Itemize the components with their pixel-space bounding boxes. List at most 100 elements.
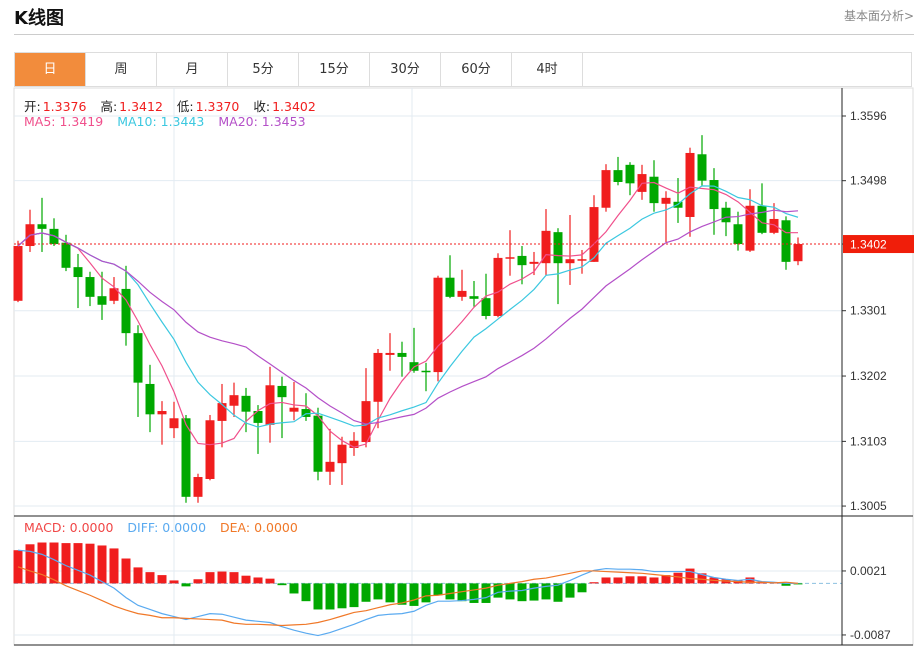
macd-value: MACD: 0.0000 bbox=[24, 520, 114, 535]
macd-bar bbox=[481, 583, 491, 603]
candle-up bbox=[661, 197, 671, 204]
candle-up bbox=[109, 288, 119, 301]
candle-down bbox=[253, 411, 263, 423]
macd-bar bbox=[181, 583, 191, 587]
candle-up bbox=[325, 461, 335, 472]
current-price-tag bbox=[843, 235, 914, 254]
open-value: 1.3376 bbox=[42, 99, 87, 114]
tab-4[interactable]: 15分 bbox=[299, 53, 370, 86]
high-label: 高: bbox=[100, 99, 118, 114]
candle-down bbox=[481, 298, 491, 316]
divider bbox=[14, 34, 914, 35]
macd-bar bbox=[217, 571, 227, 584]
macd-tick-label: 0.0021 bbox=[850, 564, 887, 578]
candle-up bbox=[493, 257, 503, 316]
candle-down bbox=[733, 224, 743, 245]
period-tabs: 日周月 5分 15分 30分 60分 4时 bbox=[14, 52, 912, 87]
candle-down bbox=[121, 288, 131, 334]
macd-bar bbox=[409, 583, 419, 606]
price-tick-label: 1.3596 bbox=[850, 109, 887, 123]
ma10-value: MA10: 1.3443 bbox=[117, 114, 205, 129]
tab-1[interactable]: 周 bbox=[86, 53, 157, 86]
macd-bar bbox=[601, 577, 611, 584]
macd-bar bbox=[697, 573, 707, 584]
ma5-value: MA5: 1.3419 bbox=[24, 114, 104, 129]
macd-bar bbox=[169, 580, 179, 584]
candle-up bbox=[565, 259, 575, 264]
candle-up bbox=[193, 477, 203, 497]
candle-down bbox=[781, 220, 791, 262]
candle-up bbox=[433, 277, 443, 373]
candle-down bbox=[181, 418, 191, 497]
tab-3[interactable]: 5分 bbox=[228, 53, 299, 86]
candle-up bbox=[529, 261, 539, 264]
ma10-line bbox=[17, 185, 799, 428]
macd-bar bbox=[325, 583, 335, 610]
macd-bar bbox=[433, 583, 443, 596]
fundamental-analysis-link[interactable]: 基本面分析> bbox=[843, 9, 914, 23]
chart-frame bbox=[13, 87, 914, 646]
macd-bar bbox=[685, 568, 695, 584]
candle-down bbox=[757, 205, 767, 233]
macd-bar bbox=[229, 572, 239, 584]
macd-bar bbox=[577, 583, 587, 593]
tab-2[interactable]: 月 bbox=[157, 53, 228, 86]
macd-bar bbox=[517, 583, 527, 602]
macd-bar bbox=[565, 583, 575, 598]
candle-up bbox=[769, 218, 779, 233]
candle-up bbox=[265, 385, 275, 425]
macd-bar bbox=[253, 577, 263, 584]
macd-bar bbox=[781, 583, 791, 586]
candle-up bbox=[169, 418, 179, 429]
candle-down bbox=[709, 180, 719, 210]
macd-bar bbox=[157, 575, 167, 584]
candle-down bbox=[313, 415, 323, 472]
price-tick-label: 1.3498 bbox=[850, 174, 887, 188]
macd-bar bbox=[241, 575, 251, 584]
candle-down bbox=[445, 277, 455, 297]
candle-up bbox=[385, 352, 395, 355]
ohlc-info: 开: 1.3376 高: 1.3412 低: 1.3370 收: 1.3402 bbox=[24, 96, 326, 115]
candle-down bbox=[397, 352, 407, 357]
close-value: 1.3402 bbox=[272, 99, 316, 114]
candle-down bbox=[61, 242, 71, 268]
macd-bar bbox=[61, 543, 71, 584]
macd-bar bbox=[145, 572, 155, 584]
macd-bar bbox=[373, 583, 383, 600]
candle-down bbox=[697, 154, 707, 181]
price-tick-label: 1.3202 bbox=[850, 369, 887, 383]
macd-bar bbox=[397, 583, 407, 605]
macd-bar bbox=[37, 542, 47, 584]
macd-bar bbox=[613, 577, 623, 584]
macd-bar bbox=[109, 548, 119, 584]
tab-6[interactable]: 60分 bbox=[441, 53, 512, 86]
macd-bar bbox=[589, 582, 599, 584]
macd-bar bbox=[637, 576, 647, 584]
candle-up bbox=[541, 230, 551, 264]
tab-7[interactable]: 4时 bbox=[512, 53, 583, 86]
candle-down bbox=[517, 255, 527, 266]
price-tick-label: 1.3103 bbox=[850, 434, 887, 448]
candle-up bbox=[577, 259, 587, 261]
candle-up bbox=[229, 395, 239, 406]
macd-bar bbox=[661, 575, 671, 584]
candle-up bbox=[337, 444, 347, 464]
macd-bar bbox=[349, 583, 359, 608]
candle-up bbox=[589, 207, 599, 262]
candle-down bbox=[613, 170, 623, 182]
candle-down bbox=[277, 385, 287, 398]
candle-down bbox=[649, 176, 659, 204]
candle-down bbox=[553, 232, 563, 264]
candle-down bbox=[469, 296, 479, 299]
diff-line bbox=[17, 549, 798, 637]
tab-5[interactable]: 30分 bbox=[370, 53, 441, 86]
candle-up bbox=[685, 152, 695, 217]
candle-up bbox=[361, 401, 371, 443]
macd-bar bbox=[421, 583, 431, 603]
candle-up bbox=[289, 407, 299, 412]
macd-bar bbox=[313, 583, 323, 610]
tab-0[interactable]: 日 bbox=[15, 53, 86, 86]
macd-bar bbox=[337, 583, 347, 609]
macd-bar bbox=[289, 583, 299, 594]
